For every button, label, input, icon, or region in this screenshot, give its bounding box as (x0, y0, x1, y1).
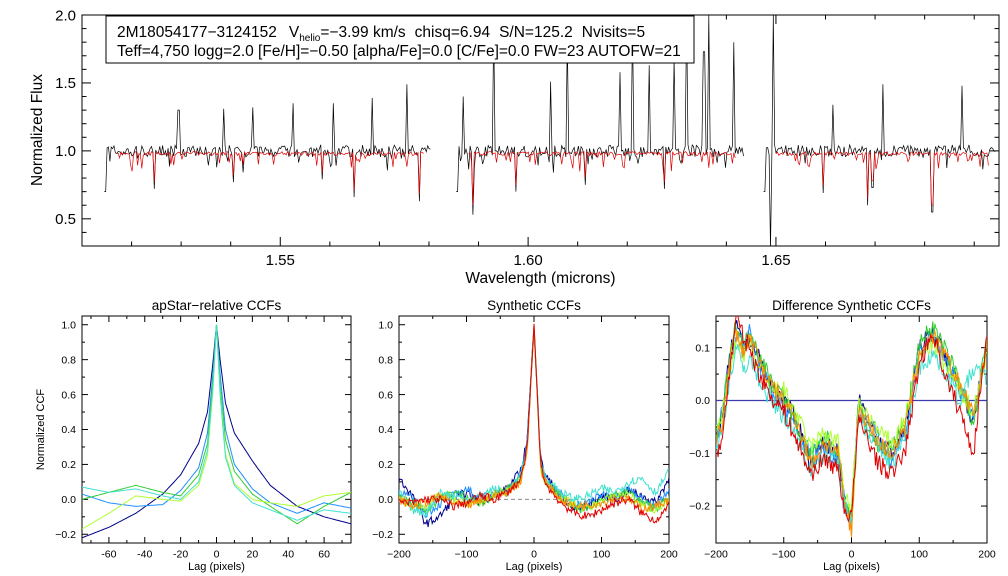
y-tick-label: 0.4 (378, 424, 393, 436)
y-tick-label: −0.2 (689, 501, 710, 513)
y-tick-label: −0.1 (689, 448, 710, 460)
y-tick-label: 0.6 (378, 389, 393, 401)
y-tick-label: 0.1 (695, 342, 710, 354)
nvisits-value: Nvisits=5 (582, 24, 645, 41)
axes-frame (398, 315, 670, 544)
synthetic-spectrum-chip-2 (468, 150, 736, 206)
y-tick-label: 2.0 (55, 7, 76, 24)
sn-value: S/N=125.2 (499, 24, 573, 41)
synthetic-ccf-series-7 (399, 323, 669, 524)
synthetic-spectrum-chip-1 (116, 150, 424, 195)
x-tick-label: 1.55 (266, 252, 295, 269)
spectrum-x-label: Wavelength (microns) (465, 270, 615, 287)
y-tick-label: 1.5 (55, 75, 76, 92)
x-tick-label: −100 (455, 549, 479, 561)
vhelio-subscript: helio (299, 33, 321, 44)
y-tick-label: 0.4 (61, 424, 76, 436)
apstar-ccf-panel: -60 -40 -20 0 20 40 60 −0.2 0.0 0.2 0.4 0.6 0.8 1.0 ap… (35, 298, 352, 573)
x-tick-label: 100 (910, 549, 928, 561)
apstar-ccf-title: apStar−relative CCFs (152, 298, 282, 313)
apstar-ccf-series-4 (82, 324, 351, 530)
y-tick-label: −0.2 (55, 529, 76, 541)
synthetic-ccf-series-2 (399, 325, 669, 519)
x-tick-label: 100 (593, 549, 611, 561)
synthetic-ccf-panel: −200 −100 0 100 200 −0.2 0.0 0.2 0.4 0.6 0.8 1.0 Syn… (372, 298, 678, 573)
difference-ccf-title: Difference Synthetic CCFs (772, 298, 931, 313)
y-tick-label: 0.0 (61, 494, 76, 506)
x-tick-label: 1.60 (514, 252, 543, 269)
x-tick-label: 60 (318, 549, 330, 561)
synthetic-spectrum-chip-3 (775, 150, 989, 206)
x-tick-label: 0 (214, 549, 220, 561)
x-tick-label: -60 (101, 549, 116, 561)
spectrum-title-line2: Teff=4,750 logg=2.0 [Fe/H]=−0.50 [alpha/… (117, 43, 681, 60)
y-tick-label: 0.5 (55, 211, 76, 228)
y-tick-label: 0.6 (61, 389, 76, 401)
apstar-ccf-series-5 (82, 324, 351, 521)
difference-ccf-x-label: Lag (pixels) (823, 561, 880, 573)
apstar-ccf-x-label: Lag (pixels) (188, 561, 245, 573)
star-id: 2M18054177−3124152 (117, 24, 277, 41)
x-tick-label: -20 (173, 549, 188, 561)
spectrum-title-line1: 2M18054177−3124152 Vhelio=−3.99 km/s chisq… (117, 24, 645, 44)
x-tick-label: 20 (247, 549, 259, 561)
apstar-ccf-lines (82, 324, 351, 539)
x-tick-label: 0 (531, 549, 537, 561)
y-tick-label: 1.0 (55, 143, 76, 160)
x-tick-label: 200 (660, 549, 678, 561)
x-tick-label: −200 (387, 549, 411, 561)
apstar-ccf-series-2 (82, 324, 351, 514)
chisq-value: chisq=6.94 (415, 24, 491, 41)
synthetic-ccf-lines (399, 323, 669, 528)
spectrum-y-label: Normalized Flux (29, 74, 46, 186)
axes-frame (81, 315, 352, 544)
x-tick-label: −200 (704, 549, 728, 561)
y-tick-label: 1.0 (378, 319, 393, 331)
y-tick-label: −0.2 (372, 529, 393, 541)
difference-ccf-series-6 (716, 329, 987, 538)
y-tick-label: 0.0 (695, 395, 710, 407)
y-tick-label: 0.8 (378, 354, 393, 366)
synthetic-ccf-x-label: Lag (pixels) (506, 561, 563, 573)
x-tick-label: 40 (282, 549, 294, 561)
x-tick-label: −100 (772, 549, 796, 561)
difference-ccf-lines (716, 316, 987, 538)
apstar-ccf-y-label: Normalized CCF (35, 389, 47, 471)
y-tick-label: 0.2 (61, 459, 76, 471)
y-tick-label: 0.2 (378, 459, 393, 471)
x-tick-label: 200 (978, 549, 996, 561)
x-tick-label: 0 (849, 549, 855, 561)
difference-ccf-panel: −200 −100 0 100 200 −0.2 −0.1 0.0 0.1 Difference … (689, 298, 996, 573)
axes-frame (81, 14, 1000, 247)
spectrum-panel: 1.55 1.60 1.65 0.5 1.0 1.5 2.0 Wavelength (micr… (29, 7, 1000, 287)
y-tick-label: 0.8 (61, 354, 76, 366)
y-tick-label: 1.0 (61, 319, 76, 331)
y-tick-label: 0.0 (378, 494, 393, 506)
synthetic-ccf-series-6 (399, 325, 669, 514)
vhelio-value: =−3.99 km/s (320, 24, 406, 41)
x-tick-label: -40 (137, 549, 152, 561)
spectrum-lines (104, 15, 996, 246)
apstar-ccf-series-1 (82, 324, 351, 539)
observed-spectrum-chip-1 (104, 84, 431, 202)
vhelio-label: V (289, 24, 300, 41)
synthetic-ccf-title: Synthetic CCFs (487, 298, 581, 313)
apstar-ccf-series-3 (82, 324, 351, 525)
observed-spectrum-chip-2 (456, 15, 744, 215)
difference-ccf-series-7 (716, 316, 987, 523)
spectrum-title-box (105, 15, 695, 64)
observed-spectrum-chip-3 (763, 15, 996, 246)
x-tick-label: 1.65 (761, 252, 790, 269)
